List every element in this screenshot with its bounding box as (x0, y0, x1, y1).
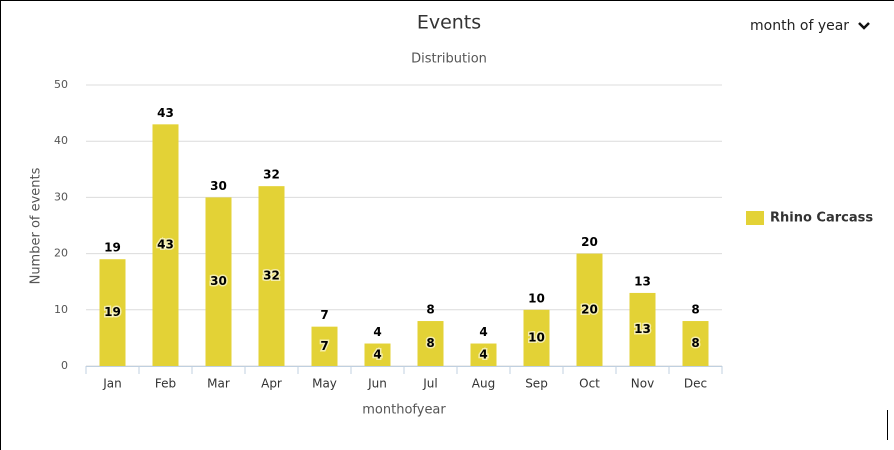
bar (470, 343, 497, 366)
bar (311, 326, 338, 366)
y-tick-label: 10 (54, 303, 68, 316)
inner-data-label: 30 (210, 274, 227, 288)
bar (205, 197, 232, 366)
x-tick-label: Sep (525, 377, 548, 391)
inner-data-label: 43 (157, 238, 174, 252)
y-tick-label: 30 (54, 190, 68, 203)
bar (682, 321, 709, 366)
bar (417, 321, 444, 366)
y-tick-label: 50 (54, 78, 68, 91)
data-label: 8 (691, 303, 699, 317)
bar (364, 343, 391, 366)
inner-data-label: 10 (528, 330, 545, 344)
data-label: 20 (581, 235, 598, 249)
x-tick-label: Jun (367, 377, 387, 391)
x-tick-label: Dec (684, 377, 707, 391)
data-label: 10 (528, 291, 545, 305)
data-label: 19 (104, 241, 121, 255)
inner-data-label: 8 (691, 336, 699, 350)
inner-data-label: 20 (581, 302, 598, 316)
legend-label: Rhino Carcass (770, 211, 873, 226)
dropdown[interactable]: month of year (744, 12, 876, 40)
inner-data-label: 7 (320, 339, 328, 353)
data-label: 8 (426, 303, 434, 317)
data-label: 7 (320, 308, 328, 322)
bar (576, 253, 603, 366)
bar (99, 259, 126, 366)
chevron[interactable] (857, 21, 871, 31)
chart-title: Events (417, 12, 481, 34)
legend-swatch (746, 211, 764, 225)
inner-data-label: 4 (373, 347, 381, 361)
y-tick-label: 20 (54, 247, 68, 260)
x-tick-label: Aug (472, 377, 495, 391)
inner-data-label: 32 (263, 269, 280, 283)
chart-subtitle: Distribution (411, 52, 487, 67)
x-tick-label: Apr (261, 377, 282, 391)
bar (629, 292, 656, 366)
data-label: 32 (263, 168, 280, 182)
dropdown-label[interactable]: month of year (750, 18, 850, 34)
bar (152, 124, 179, 366)
inner-data-label: 8 (426, 336, 434, 350)
y-axis-label: Number of events (29, 167, 44, 284)
x-tick-label: May (312, 377, 337, 391)
y-tick-label: 0 (61, 359, 68, 372)
y-tick-label: 40 (54, 134, 68, 147)
data-label: 13 (634, 274, 651, 288)
data-label: 4 (479, 325, 487, 339)
x-tick-label: Mar (207, 377, 230, 391)
x-axis-label: monthofyear (362, 403, 446, 418)
x-tick-label: Jul (422, 377, 437, 391)
bar (258, 186, 285, 366)
x-tick-label: Jan (102, 377, 122, 391)
data-label: 43 (157, 106, 174, 120)
inner-data-label: 19 (104, 305, 121, 319)
bar (523, 309, 550, 366)
data-label: 30 (210, 179, 227, 193)
inner-data-label: 4 (479, 347, 487, 361)
data-label: 4 (373, 325, 381, 339)
x-tick-label: Oct (579, 377, 600, 391)
x-tick-label: Nov (631, 377, 654, 391)
x-tick-label: Feb (155, 377, 176, 391)
inner-data-label: 13 (634, 322, 651, 336)
